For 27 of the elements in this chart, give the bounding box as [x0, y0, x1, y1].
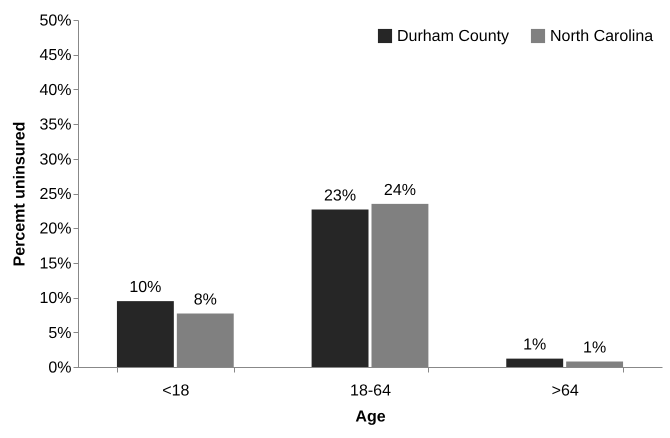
y-tick-label: 50%: [39, 12, 72, 30]
x-tick-label: >64: [552, 382, 579, 400]
y-tick-label: 45%: [39, 47, 72, 64]
legend-label: North Carolina: [550, 28, 654, 45]
bar: [506, 358, 564, 367]
x-axis-title: Age: [355, 408, 386, 426]
data-label: 24%: [384, 182, 416, 199]
y-tick-label: 30%: [39, 151, 72, 168]
data-label: 23%: [324, 187, 356, 204]
x-tick-label: <18: [162, 382, 190, 400]
data-label: 1%: [523, 336, 546, 354]
y-axis-title: Percemt uninsured: [11, 122, 28, 266]
y-tick-label: 35%: [39, 116, 72, 134]
y-tick-label: 10%: [39, 290, 72, 308]
y-tick-label: 5%: [48, 324, 72, 342]
y-tick-label: 15%: [39, 255, 72, 272]
y-tick-label: 40%: [39, 82, 72, 99]
x-tick-label: 18-64: [350, 382, 392, 400]
data-label: 1%: [583, 339, 606, 356]
y-tick-label: 0%: [48, 360, 72, 376]
bar: [116, 301, 174, 367]
y-tick-label: 25%: [39, 186, 72, 203]
legend-label: Durham County: [397, 28, 510, 45]
data-label: 10%: [129, 279, 162, 296]
y-tick-label: 20%: [39, 220, 72, 238]
bar: [312, 209, 369, 367]
data-label: 8%: [194, 292, 217, 309]
